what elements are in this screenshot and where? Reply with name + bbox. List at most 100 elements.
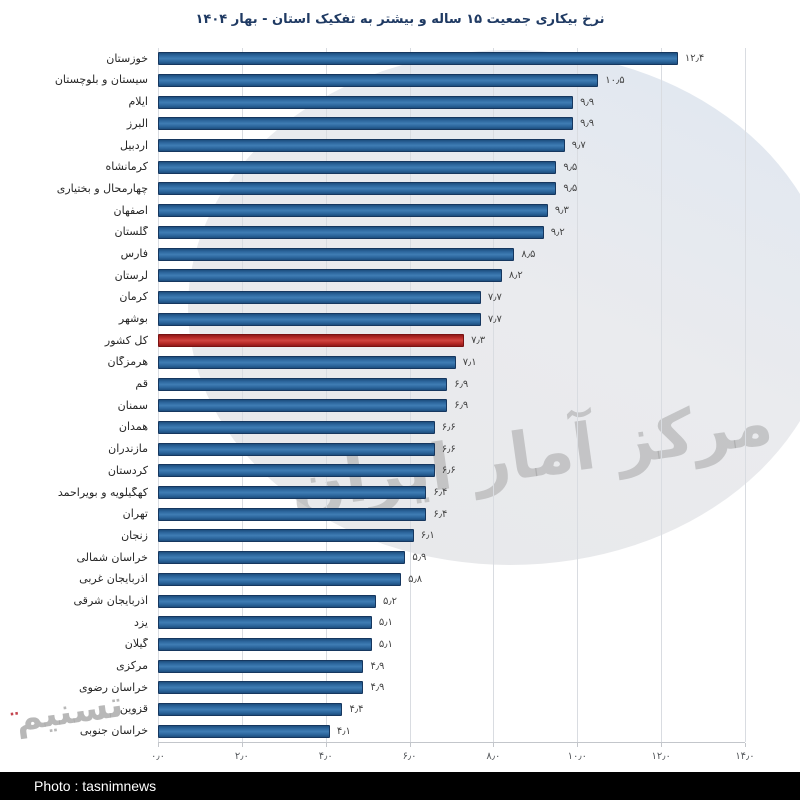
bar-track: ۶٫۶: [158, 464, 745, 478]
bar: [158, 312, 481, 326]
category-label: لرستان: [114, 269, 148, 282]
bar-row: زنجان ۶٫۱: [0, 525, 800, 547]
bar: [158, 594, 377, 608]
bar-track: ۹٫۵: [158, 182, 745, 196]
bar: [158, 74, 599, 88]
bar: [158, 464, 435, 478]
category-label: همدان: [118, 421, 148, 434]
category-label: کرمانشاه: [105, 161, 148, 174]
bar-row: کهگیلویه و بویراحمد ۶٫۴: [0, 482, 800, 504]
bar: [158, 95, 574, 109]
value-label: ۵٫۱: [378, 617, 393, 629]
bar-row: سیستان و بلوچستان ۱۰٫۵: [0, 70, 800, 92]
bar-row: تهران ۶٫۴: [0, 503, 800, 525]
bar-track: ۶٫۶: [158, 421, 745, 435]
value-label: ۹٫۵: [563, 161, 578, 173]
value-label: ۶٫۹: [454, 400, 469, 412]
category-label: البرز: [126, 117, 148, 130]
bar-row: البرز ۹٫۹: [0, 113, 800, 135]
value-label: ۴٫۴: [349, 703, 364, 715]
bar-track: ۱۲٫۴: [158, 52, 745, 66]
gridline: [493, 48, 495, 742]
bar: [158, 399, 448, 413]
bar-row: کرمان ۷٫۷: [0, 287, 800, 309]
bar-track: ۷٫۷: [158, 290, 745, 304]
value-label: ۶٫۱: [420, 530, 435, 542]
bar-chart: خوزستان ۱۲٫۴ سیستان و بلوچستان ۱۰٫۵ ایلام ۹٫۹…: [0, 48, 800, 769]
bar: [158, 637, 372, 651]
value-label: ۸٫۲: [508, 270, 523, 282]
bar-track: ۵٫۲: [158, 594, 745, 608]
x-axis-tick-label: ۶٫۰: [402, 751, 417, 762]
bar: [158, 702, 343, 716]
bar: [158, 659, 364, 673]
bar-row: گیلان ۵٫۱: [0, 634, 800, 656]
bar-row: چهارمحال و بختیاری ۹٫۵: [0, 178, 800, 200]
x-axis-tick-label: ۰٫۰: [151, 751, 165, 762]
gridline: [158, 48, 159, 742]
bar: [158, 269, 502, 283]
bar: [158, 52, 678, 66]
category-label: چهارمحال و بختیاری: [56, 182, 148, 195]
bar-row: کردستان ۶٫۶: [0, 460, 800, 482]
bar-row: یزد ۵٫۱: [0, 612, 800, 634]
gridline: [661, 48, 663, 742]
photo-credit-text: Photo : tasnimnews: [34, 778, 157, 794]
bar: [158, 616, 372, 630]
category-label: خراسان رضوی: [78, 681, 148, 694]
category-label: کهگیلویه و بویراحمد: [57, 486, 148, 499]
category-label: یزد: [133, 616, 148, 629]
category-label: فارس: [120, 247, 148, 260]
category-label: قزوین: [119, 703, 148, 716]
bar-row: ایلام ۹٫۹: [0, 91, 800, 113]
category-label: گیلان: [124, 638, 148, 651]
x-axis-tick: [745, 743, 746, 747]
bar-track: ۶٫۹: [158, 377, 745, 391]
gridline: [325, 48, 327, 742]
bar-track: ۷٫۱: [158, 355, 745, 369]
bar: [158, 421, 435, 435]
bar: [158, 529, 414, 543]
category-label: تهران: [122, 508, 148, 521]
bar: [158, 442, 435, 456]
bar-row: سمنان ۶٫۹: [0, 395, 800, 417]
bar-row: اصفهان ۹٫۳: [0, 200, 800, 222]
bar-track: ۶٫۹: [158, 399, 745, 413]
x-axis-tick: [493, 743, 495, 747]
bar: [158, 486, 427, 500]
bar-row: مازندران ۶٫۶: [0, 438, 800, 460]
bar: [158, 507, 427, 521]
x-axis-tick: [409, 743, 411, 747]
x-axis: ۰٫۰ ۲٫۰ ۴٫۰ ۶٫۰ ۸٫۰ ۱۰٫۰ ۱۲٫۰ ۱۴٫۰: [151, 742, 755, 769]
bar: [158, 139, 565, 153]
bar-track: ۵٫۱: [158, 637, 745, 651]
gridline: [745, 48, 746, 742]
value-label: ۷٫۱: [462, 356, 477, 368]
bar-track: ۹٫۲: [158, 225, 745, 239]
bar-row: قم ۶٫۹: [0, 373, 800, 395]
photo-credit-bar: Photo : tasnimnews: [0, 772, 800, 800]
bar-row: مرکزی ۴٫۹: [0, 655, 800, 677]
bar: [158, 290, 481, 304]
bar: [158, 551, 406, 565]
value-label: ۷٫۷: [487, 291, 502, 303]
bar: [158, 204, 548, 218]
bar-row: آذربایجان غربی ۵٫۸: [0, 569, 800, 591]
value-label: ۵٫۲: [383, 595, 398, 607]
bar: [158, 572, 402, 586]
value-label: ۱۰٫۵: [605, 75, 625, 87]
value-label: ۶٫۶: [441, 422, 456, 434]
x-axis-tick: [241, 743, 243, 747]
bar: [158, 377, 448, 391]
category-label: آذربایجان غربی: [79, 573, 148, 586]
x-axis-tick: [325, 743, 327, 747]
value-label: ۵٫۹: [412, 552, 427, 564]
bar-track: ۶٫۱: [158, 529, 745, 543]
x-axis-tick: [661, 743, 663, 747]
x-axis-tick-label: ۲٫۰: [234, 751, 249, 762]
value-label: ۱۲٫۴: [684, 53, 705, 65]
bar-track: ۹٫۵: [158, 160, 745, 174]
bar-track: ۸٫۵: [158, 247, 745, 261]
value-label: ۶٫۴: [433, 487, 448, 499]
bar-track: ۷٫۷: [158, 312, 745, 326]
